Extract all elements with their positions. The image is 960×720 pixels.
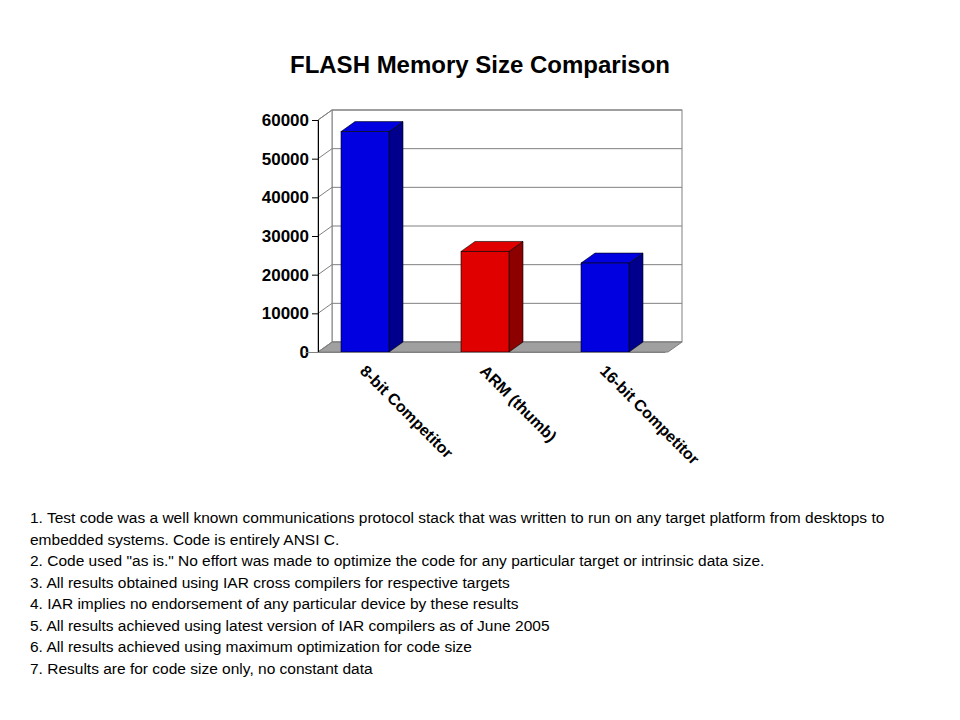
bar-side bbox=[389, 122, 403, 352]
footnote: 1. Test code was a well known communicat… bbox=[30, 509, 884, 548]
y-tick-label: 40000 bbox=[262, 188, 309, 207]
x-tick-label: ARM (thumb) bbox=[477, 362, 560, 445]
x-tick: ARM (thumb) bbox=[477, 352, 560, 445]
x-tick-label: 16-bit Competitor bbox=[597, 362, 703, 468]
x-tick: 16-bit Competitor bbox=[597, 352, 703, 468]
footnote: 2. Code used "as is." No effort was made… bbox=[30, 552, 764, 569]
y-tick-label: 10000 bbox=[262, 304, 309, 323]
y-tick-mark bbox=[312, 236, 318, 237]
y-tick: 50000 bbox=[262, 150, 318, 169]
y-axis-line bbox=[312, 121, 319, 353]
y-tick-label: 20000 bbox=[262, 266, 309, 285]
footnote: 7. Results are for code size only, no co… bbox=[30, 660, 373, 677]
footnotes: 1. Test code was a well known communicat… bbox=[30, 509, 884, 677]
y-tick: 30000 bbox=[262, 227, 318, 246]
bar-front bbox=[341, 132, 389, 352]
chart: FLASH Memory Size Comparison010000200003… bbox=[0, 0, 960, 720]
y-tick: 20000 bbox=[262, 266, 318, 285]
footnote: 6. All results achieved using maximum op… bbox=[30, 638, 472, 655]
footnote: 3. All results obtained using IAR cross … bbox=[30, 574, 510, 591]
grid bbox=[318, 110, 682, 352]
x-axis: 8-bit Competitor ARM (thumb) 16-bit Compet… bbox=[306, 352, 703, 468]
bar-side bbox=[629, 253, 643, 352]
y-tick-mark bbox=[312, 120, 318, 121]
footnote: 4. IAR implies no endorsement of any par… bbox=[30, 595, 519, 612]
x-tick-label: 8-bit Competitor bbox=[357, 362, 456, 461]
x-axis-line bbox=[306, 352, 666, 353]
y-tick: 40000 bbox=[262, 188, 318, 207]
bar bbox=[581, 253, 643, 352]
y-tick: 10000 bbox=[262, 304, 318, 323]
bar-top bbox=[581, 253, 643, 263]
grid-line bbox=[318, 110, 682, 120]
bar-side bbox=[509, 241, 523, 352]
y-tick-label: 60000 bbox=[262, 111, 309, 130]
bars bbox=[341, 122, 643, 352]
bar bbox=[461, 241, 523, 352]
y-tick-label: 30000 bbox=[262, 227, 309, 246]
y-tick-mark bbox=[312, 197, 318, 198]
y-tick-mark bbox=[312, 313, 318, 314]
bar-front bbox=[581, 263, 629, 352]
y-tick: 60000 bbox=[262, 111, 318, 130]
y-tick-mark bbox=[312, 159, 318, 160]
bar-top bbox=[341, 122, 403, 132]
bar-front bbox=[461, 251, 509, 352]
bar-top bbox=[461, 241, 523, 251]
y-tick-label: 50000 bbox=[262, 150, 309, 169]
title: FLASH Memory Size Comparison bbox=[290, 51, 670, 78]
y-axis: 0100002000030000400005000060000 bbox=[262, 111, 319, 362]
footnote: 5. All results achieved using latest ver… bbox=[30, 617, 550, 634]
bar bbox=[341, 122, 403, 352]
y-tick-mark bbox=[312, 275, 318, 276]
x-tick: 8-bit Competitor bbox=[357, 352, 456, 461]
